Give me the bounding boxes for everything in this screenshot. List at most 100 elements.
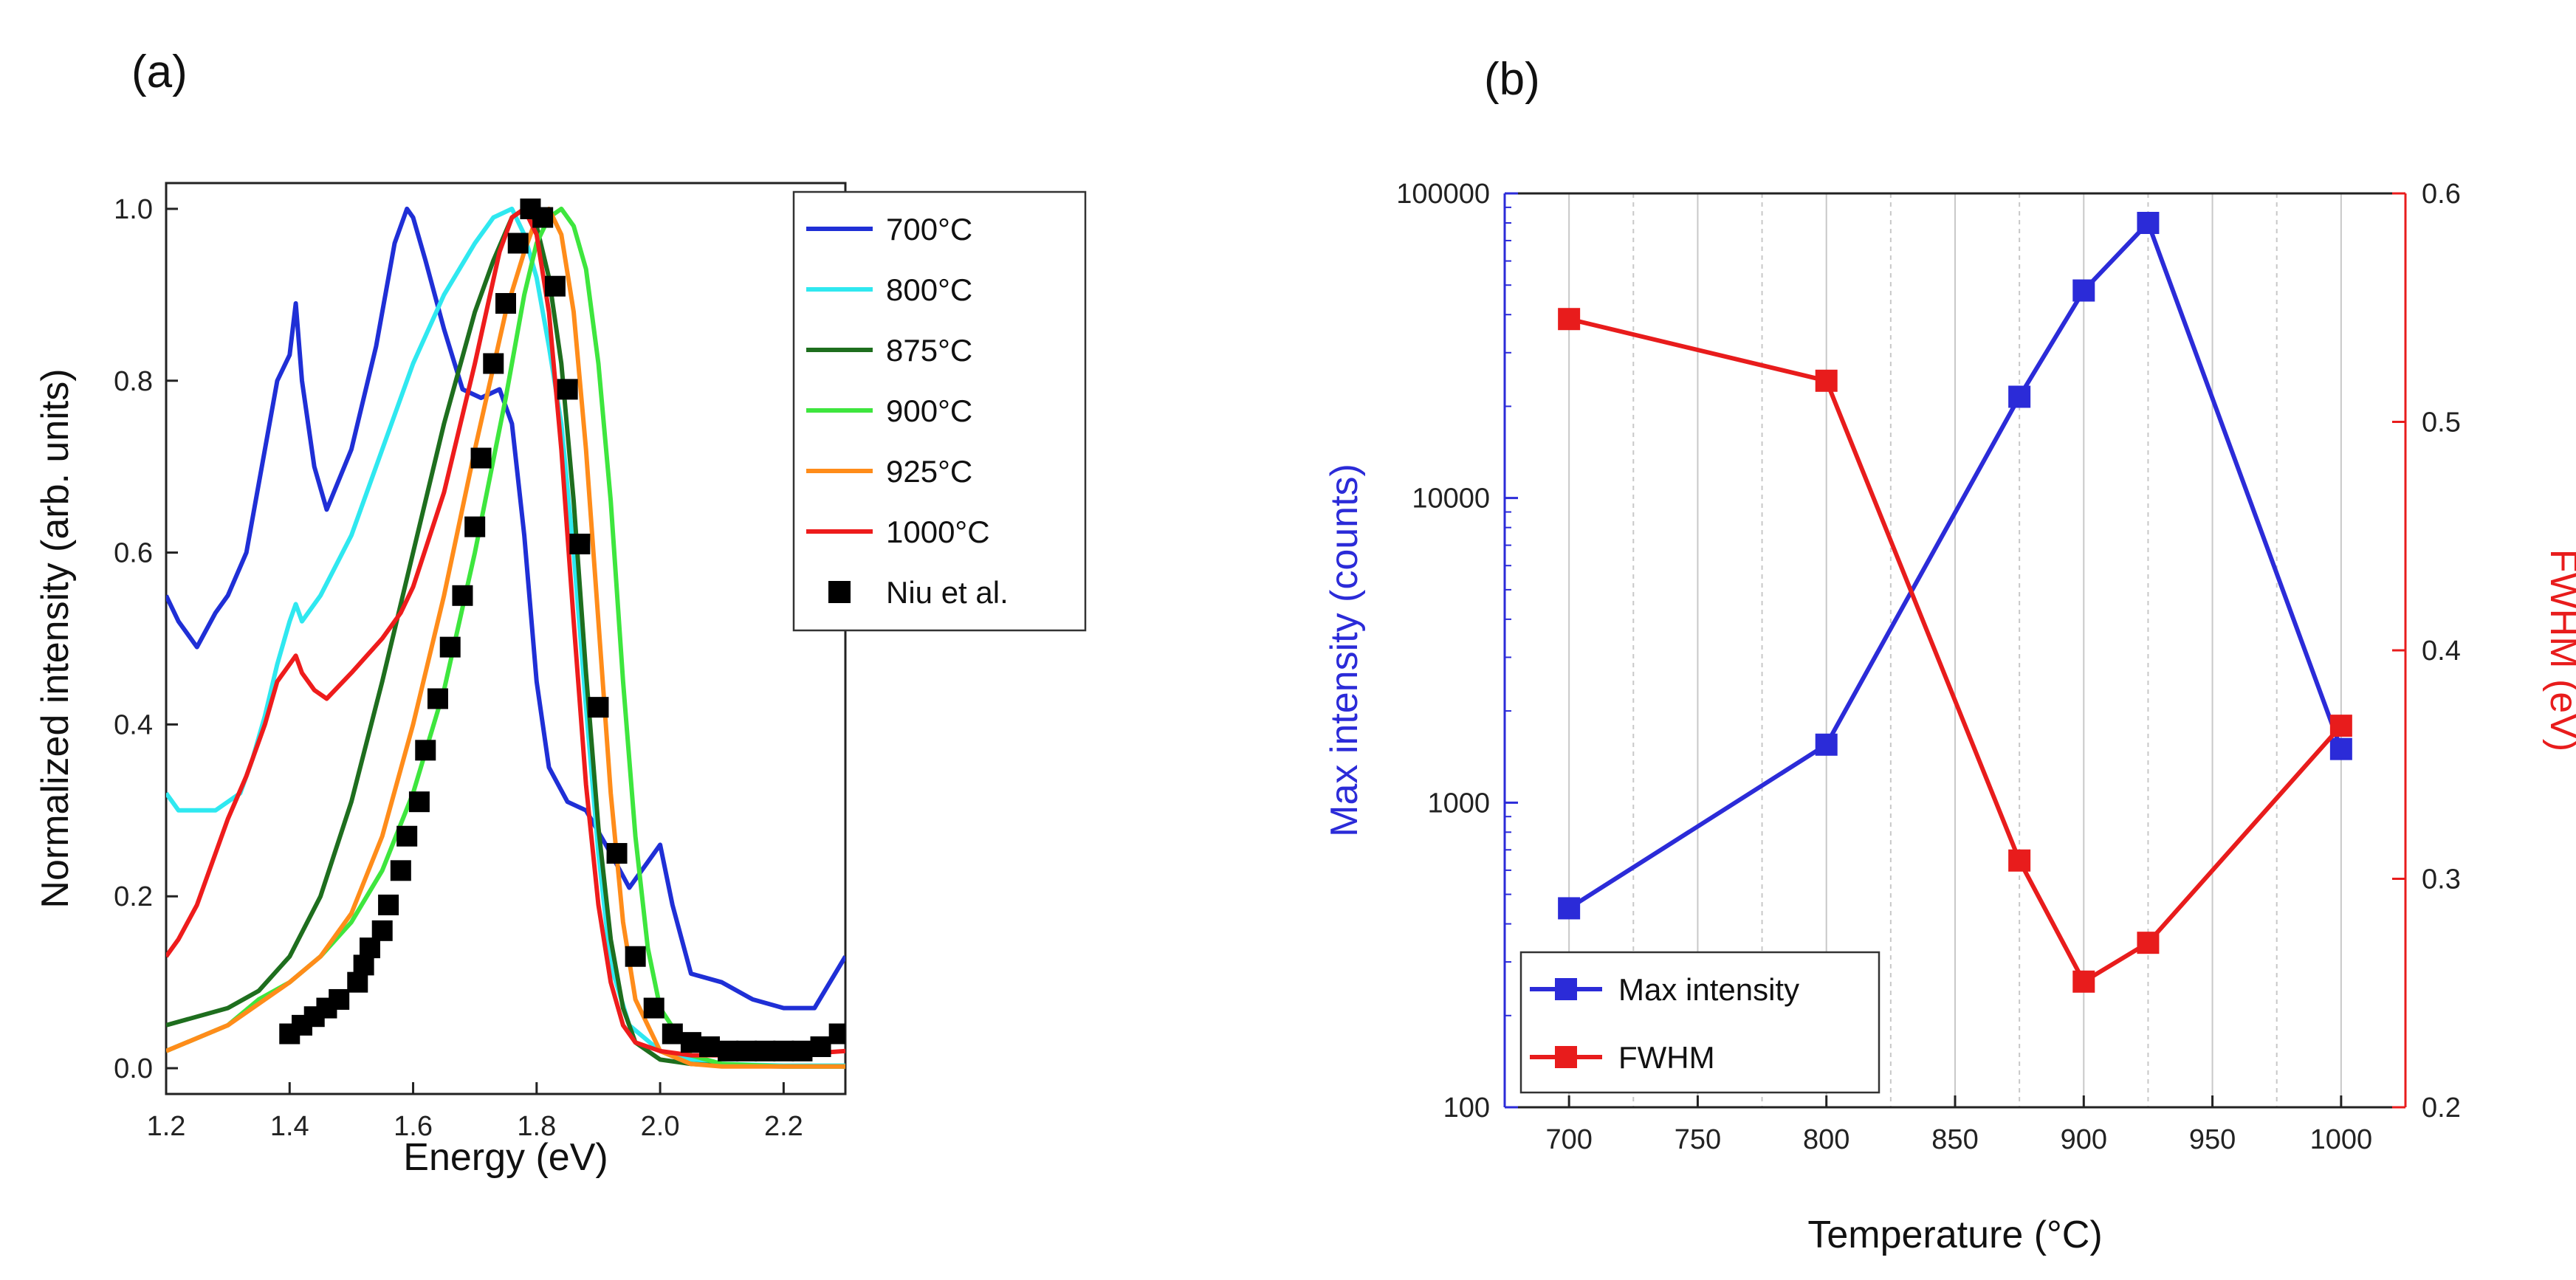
data-point-niu — [378, 894, 399, 915]
legend-b: Max intensity FWHM — [1519, 951, 1881, 1094]
data-point-max-intensity — [2072, 279, 2095, 302]
data-point-niu — [569, 533, 591, 554]
data-point-niu — [544, 275, 566, 297]
x-tick-label-a: 1.8 — [517, 1111, 556, 1142]
y-tick-label-a: 1.0 — [114, 194, 153, 225]
data-point-niu — [495, 292, 516, 314]
x-tick-label-a: 1.4 — [270, 1111, 309, 1142]
data-point-niu — [329, 988, 350, 1010]
data-point-niu — [662, 1023, 683, 1045]
data-point-niu — [755, 1040, 776, 1061]
data-point-fwhm — [2329, 715, 2352, 737]
x-tick-label-a: 2.0 — [641, 1111, 680, 1142]
data-point-niu — [408, 791, 430, 813]
left-tick-label-b: 10000 — [1412, 484, 1490, 515]
data-point-max-intensity — [2137, 211, 2160, 234]
series-line-700c — [166, 206, 845, 1011]
x-tick-label-a: 2.2 — [764, 1111, 803, 1142]
series-line-max-intensity — [1567, 221, 2343, 910]
right-tick-label-b: 0.2 — [2422, 1093, 2461, 1124]
data-point-fwhm — [1815, 369, 1838, 392]
data-point-fwhm — [2072, 970, 2095, 993]
plot-area-a — [166, 198, 845, 1069]
legend-label-fwhm: FWHM — [1618, 1040, 1715, 1075]
series-line-fwhm — [1568, 317, 2343, 984]
data-point-max-intensity — [2329, 737, 2352, 760]
data-point-niu — [736, 1040, 758, 1061]
y-tick-label-a: 0.4 — [114, 709, 153, 740]
right-tick-label-b: 0.5 — [2422, 407, 2461, 438]
x-tick-label-b: 800 — [1803, 1124, 1849, 1155]
data-point-niu — [699, 1036, 720, 1057]
right-tick-label-b: 0.4 — [2422, 636, 2461, 667]
x-tick-label-b: 750 — [1675, 1124, 1721, 1155]
x-tick-label-b: 1000 — [2310, 1124, 2373, 1155]
data-point-niu — [791, 1040, 813, 1061]
x-axis-label-a: Energy (eV) — [403, 1136, 608, 1179]
left-axis-label-b: Max intensity (counts) — [1323, 464, 1366, 837]
legend-label-700c: 700°C — [886, 212, 972, 247]
series-line-1000c — [166, 206, 845, 1058]
data-point-niu — [680, 1032, 701, 1053]
data-point-niu — [718, 1040, 739, 1061]
data-point-niu — [625, 946, 646, 967]
y-tick-label-a: 0.8 — [114, 366, 153, 397]
data-point-niu — [810, 1036, 831, 1057]
y-tick-label-a: 0.0 — [114, 1053, 153, 1084]
legend-label-1000c: 1000°C — [886, 515, 990, 549]
data-point-niu — [588, 697, 609, 718]
data-point-niu — [643, 997, 664, 1019]
panel-label-a: (a) — [131, 47, 188, 97]
data-point-max-intensity — [1815, 733, 1838, 756]
panel-label-b: (b) — [1484, 54, 1540, 105]
legend-label-925c: 925°C — [886, 454, 972, 489]
chart-a: (a) 1.2 1.4 1.6 1.8 2.0 2.2 0.0 0.2 0.4 0.6 0.8 1.0 E… — [34, 47, 1087, 1179]
data-point-fwhm — [1558, 308, 1581, 331]
data-point-fwhm — [2008, 849, 2031, 872]
data-point-niu — [371, 920, 393, 941]
data-point-niu — [390, 860, 411, 881]
data-point-niu — [415, 740, 436, 761]
data-point-niu — [439, 636, 461, 658]
data-point-niu — [507, 233, 529, 254]
data-point-niu — [606, 843, 628, 864]
y-axis-label-a: Normalized intensity (arb. units) — [34, 368, 77, 908]
data-point-max-intensity — [2008, 385, 2031, 408]
data-point-niu — [557, 379, 578, 400]
x-tick-label-a: 1.6 — [394, 1111, 433, 1142]
legend-label-niu-et-al: Niu et al. — [886, 575, 1009, 610]
legend-swatch-marker-max-intensity — [1555, 978, 1577, 1000]
x-tick-label-b: 700 — [1545, 1124, 1592, 1155]
data-point-niu — [470, 447, 492, 469]
legend-label-800c: 800°C — [886, 272, 972, 307]
y-tick-label-a: 0.2 — [114, 881, 153, 912]
data-point-niu — [464, 516, 486, 537]
right-axis-label-b: FWHM (eV) — [2542, 549, 2576, 751]
legend-label-875c: 875°C — [886, 333, 972, 368]
plot-frame-a — [165, 182, 847, 1095]
x-tick-label-b: 850 — [1931, 1124, 1978, 1155]
legend-swatch-marker-fwhm — [1555, 1046, 1577, 1068]
data-point-niu — [452, 585, 473, 606]
data-point-niu — [532, 207, 554, 228]
data-point-niu — [773, 1040, 794, 1061]
data-point-niu — [828, 1023, 845, 1045]
legend-label-max-intensity: Max intensity — [1618, 972, 1799, 1007]
left-tick-label-b: 1000 — [1427, 788, 1490, 819]
right-tick-label-b: 0.3 — [2422, 864, 2461, 895]
legend-label-900c: 900°C — [886, 393, 972, 428]
left-tick-label-b: 100 — [1443, 1093, 1490, 1124]
data-point-niu — [427, 688, 448, 709]
data-point-niu — [396, 825, 418, 847]
x-axis-label-b: Temperature (°C) — [1807, 1214, 2102, 1256]
left-tick-label-b: 100000 — [1396, 179, 1490, 210]
data-point-max-intensity — [1558, 897, 1581, 920]
data-point-niu — [483, 353, 504, 374]
y-tick-label-a: 0.6 — [114, 538, 153, 569]
legend-box-b — [1519, 951, 1881, 1094]
right-tick-label-b: 0.6 — [2422, 179, 2461, 210]
x-tick-label-b: 900 — [2061, 1124, 2107, 1155]
legend-swatch-niu — [828, 581, 851, 603]
chart-b: (b) 700 750 800 850 900 950 1000 100 1000 10000 100… — [1323, 54, 2576, 1256]
